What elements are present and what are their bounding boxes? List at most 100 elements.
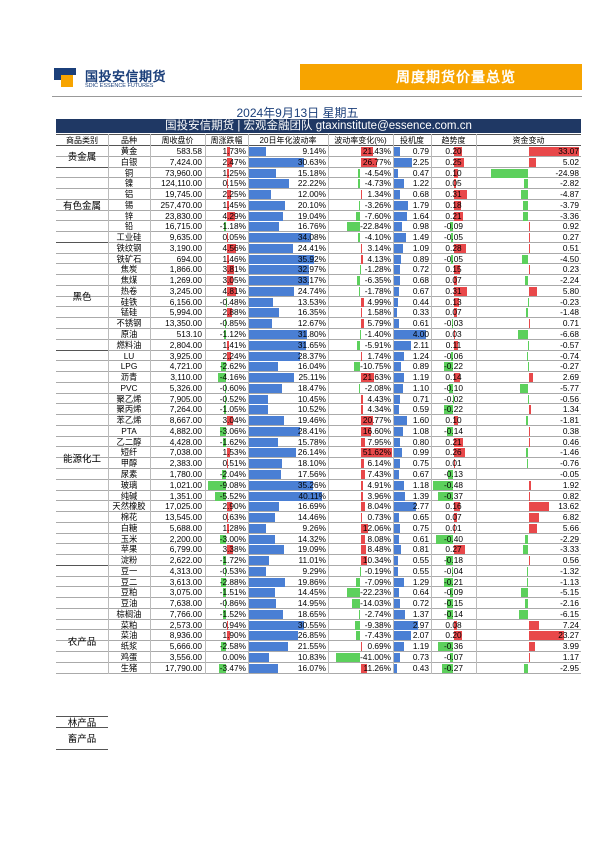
vol-bar [249, 362, 279, 372]
cell-close: 7,038.00 [169, 447, 202, 458]
cell-vol-change: -1.40% [364, 329, 391, 340]
cell-name: LPG [120, 361, 138, 372]
cell-trend: -0.22 [444, 361, 463, 372]
volchg-bar [360, 373, 374, 383]
chg-bar [226, 416, 233, 426]
trend-bar [453, 276, 457, 286]
cell-vol-change: -5.91% [364, 339, 391, 350]
cell-change: 1.45% [222, 199, 246, 210]
cell-fund-flow: -0.76 [560, 458, 579, 469]
cell-trend: -0.15 [444, 598, 463, 609]
fund-bar [526, 566, 529, 576]
cell-trend: 0.31 [445, 189, 462, 200]
cell-close: 694.00 [176, 253, 202, 264]
fund-bar [490, 168, 529, 178]
spec-bar [394, 652, 400, 662]
chg-bar [224, 405, 227, 415]
cell-trend: -0.02 [444, 393, 463, 404]
vol-bar [249, 319, 272, 329]
cell-name: 锌 [124, 210, 134, 221]
cell-speculation: 1.37 [412, 608, 429, 619]
vol-bar [249, 599, 277, 609]
volchg-bar [360, 394, 364, 404]
volchg-bar [360, 147, 374, 156]
cell-fund-flow: -2.16 [560, 598, 579, 609]
cell-change: -1.12% [219, 329, 246, 340]
cell-vol-change: 4.91% [367, 479, 391, 490]
cell-vol-change: 51.62% [362, 447, 391, 458]
cell-trend: -0.05 [444, 253, 463, 264]
chg-bar [220, 426, 227, 436]
cell-trend: 0.08 [445, 619, 462, 630]
cell-speculation: 0.73 [412, 651, 429, 662]
cell-change: 3.05% [222, 275, 246, 286]
cell-trend: 0.14 [445, 372, 462, 383]
chg-bar [225, 297, 227, 307]
cell-volatility: 21.55% [297, 641, 326, 652]
vol-bar [249, 179, 290, 189]
vol-bar [249, 480, 313, 490]
cell-vol-change: -4.10% [364, 232, 391, 243]
cell-name: 聚乙烯 [116, 393, 142, 404]
trend-bar [432, 480, 454, 490]
cell-change: -1.72% [219, 555, 246, 566]
spec-bar [394, 545, 401, 555]
cell-trend: 0.16 [445, 501, 462, 512]
cell-volatility: 26.14% [297, 447, 326, 458]
cell-trend: 0.28 [445, 242, 462, 253]
cell-speculation: 1.19 [412, 641, 429, 652]
trend-bar [453, 168, 458, 178]
cell-volatility: 25.11% [298, 372, 326, 383]
cell-fund-flow: 0.92 [562, 221, 579, 232]
cell-change: 0.51% [222, 458, 246, 469]
cell-close: 3,925.00 [169, 350, 202, 361]
vol-bar [249, 200, 286, 210]
cell-fund-flow: -1.48 [560, 307, 579, 318]
cell-name: 热卷 [120, 285, 138, 296]
cell-speculation: 2.77 [412, 501, 429, 512]
cell-change: 1.25% [222, 167, 246, 178]
cell-vol-change: 0.73% [367, 512, 391, 523]
volchg-bar [356, 276, 361, 286]
table-row: 铜 73,960.00 1.25% 15.18% -4.54% 0.47 0.10 -24.9… [56, 168, 581, 179]
cell-volatility: 9.14% [302, 146, 326, 156]
spec-bar [394, 286, 400, 296]
cell-speculation: 1.60 [412, 415, 429, 426]
fund-bar [526, 448, 529, 458]
table-row: 苯乙烯 8,667.00 3.04% 19.46% 20.77% 1.60 0.10 -1.8… [56, 415, 581, 426]
cell-volatility: 20.10% [297, 199, 326, 210]
cell-speculation: 0.99 [412, 447, 429, 458]
fund-bar [528, 147, 579, 156]
volchg-bar [360, 534, 366, 544]
trend-bar [453, 190, 467, 200]
cell-close: 1,021.00 [169, 479, 202, 490]
spec-bar [394, 383, 403, 393]
table-row: 黄金 583.58 1.73% 9.14% 21.43% 0.79 0.20 33.07 [56, 146, 581, 157]
trend-bar [453, 631, 463, 641]
chg-bar [226, 243, 236, 253]
vol-bar [249, 190, 271, 200]
header-divider [52, 96, 582, 97]
volchg-bar [358, 200, 361, 210]
table-row: 棉花 13,545.00 0.63% 14.46% 0.73% 0.65 0.07 6.82 [56, 512, 581, 523]
cell-volatility: 11.01% [298, 555, 326, 566]
cell-vol-change: 4.99% [367, 296, 391, 307]
spec-bar [394, 620, 419, 630]
cell-volatility: 12.67% [297, 318, 326, 329]
table-row: 铝 19,745.00 2.25% 12.00% 1.34% 0.68 0.31 -4.87 [56, 189, 581, 200]
fund-bar [527, 340, 529, 350]
cell-name: 菜粕 [120, 619, 138, 630]
fund-bar [527, 394, 529, 404]
cell-change: -2.58% [219, 641, 246, 652]
fund-bar [519, 609, 529, 619]
vol-bar [249, 588, 276, 598]
cell-volatility: 30.55% [297, 619, 326, 630]
spec-bar [394, 577, 405, 587]
spec-bar [394, 459, 401, 469]
table-row: 纸浆 5,666.00 -2.58% 21.55% 0.69% 1.19 -0.36 3.99 [56, 641, 581, 652]
cell-volatility: 10.83% [297, 651, 326, 662]
cell-trend: -0.05 [444, 232, 463, 243]
fund-bar [528, 480, 532, 490]
cell-volatility: 16.69% [297, 501, 326, 512]
cell-close: 6,799.00 [169, 544, 202, 555]
